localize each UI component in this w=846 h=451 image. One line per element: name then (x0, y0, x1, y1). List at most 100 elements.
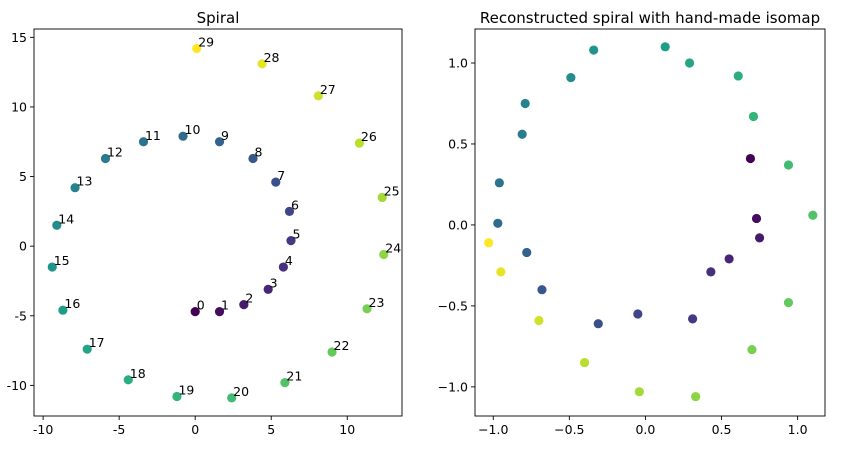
data-point (496, 267, 506, 277)
data-point (783, 298, 794, 308)
point-label: 26 (361, 129, 377, 144)
data-point (178, 131, 188, 141)
data-point (751, 213, 762, 224)
x-tick-label: 5 (267, 422, 275, 437)
point-label: 3 (270, 275, 278, 290)
y-tick-label: 0 (19, 239, 27, 254)
y-tick-label: −1.0 (438, 379, 468, 394)
data-point (327, 347, 337, 357)
data-point (566, 72, 576, 83)
data-point (172, 391, 182, 402)
y-tick-label: 0.0 (448, 217, 468, 232)
point-label: 5 (292, 227, 300, 242)
x-tick-label: −0.5 (554, 422, 584, 437)
point-label: 1 (221, 298, 229, 313)
y-tick-label: −0.5 (438, 298, 468, 313)
data-point (633, 309, 643, 319)
point-label: 4 (285, 253, 293, 268)
data-point (660, 42, 670, 52)
point-label: 8 (254, 144, 262, 159)
data-point (517, 129, 527, 139)
data-point (286, 235, 296, 246)
data-point (257, 59, 267, 69)
point-label: 27 (320, 82, 336, 97)
y-tick-label: 5 (19, 169, 27, 184)
point-label: 23 (369, 295, 385, 310)
data-point (579, 357, 590, 368)
data-point (747, 345, 757, 355)
x-tick-label: 0.0 (635, 422, 655, 437)
data-point (706, 267, 716, 277)
data-point (271, 177, 281, 187)
data-point (537, 285, 547, 295)
data-point (634, 387, 644, 397)
data-point (379, 249, 389, 260)
point-label: 14 (58, 211, 74, 226)
data-point (280, 377, 290, 388)
x-tick-label: -5 (113, 422, 125, 437)
point-label: 15 (54, 253, 70, 268)
plot-title: Reconstructed spiral with hand-made isom… (480, 9, 820, 27)
point-label: 11 (145, 128, 161, 143)
data-point (754, 233, 765, 243)
y-tick-label: -10 (7, 378, 27, 393)
data-point (493, 218, 503, 228)
point-label: 13 (77, 174, 93, 189)
data-point (82, 344, 92, 354)
axes-frame (474, 28, 826, 417)
data-point (688, 314, 698, 324)
data-point (313, 91, 323, 101)
data-point (808, 210, 818, 220)
data-point (748, 111, 759, 122)
point-label: 22 (334, 338, 350, 353)
x-tick-label: -10 (33, 422, 53, 437)
data-point (534, 315, 544, 326)
y-tick-label: 0.5 (448, 136, 468, 151)
data-point (691, 391, 701, 402)
y-tick-label: 10 (11, 99, 27, 114)
axes-frame (33, 28, 403, 417)
data-point (70, 183, 80, 193)
data-point (52, 220, 62, 230)
data-point (239, 300, 249, 310)
point-label: 25 (384, 183, 400, 198)
data-point (377, 192, 387, 203)
data-point (589, 45, 599, 55)
y-tick-label: -5 (15, 308, 27, 323)
point-label: 10 (185, 122, 201, 137)
data-point (138, 137, 149, 147)
point-label: 7 (277, 168, 285, 183)
data-point (192, 43, 202, 54)
data-point (227, 393, 237, 403)
reconstructed-spiral-plot: Reconstructed spiral with hand-made isom… (438, 9, 826, 437)
x-tick-label: 10 (339, 422, 355, 437)
point-label: 21 (286, 369, 302, 384)
data-point (354, 138, 365, 148)
data-point (47, 262, 57, 272)
data-point (190, 306, 200, 317)
x-tick-label: 1.0 (788, 422, 808, 437)
point-label: 16 (64, 296, 80, 311)
data-point (278, 262, 288, 272)
point-label: 2 (245, 291, 253, 306)
data-point (263, 284, 273, 294)
data-point (745, 153, 756, 164)
x-tick-label: −1.0 (478, 422, 508, 437)
data-point (593, 319, 603, 329)
point-label: 6 (291, 197, 299, 212)
point-label: 0 (197, 298, 205, 313)
point-label: 19 (178, 383, 194, 398)
point-label: 12 (107, 144, 123, 159)
data-point (724, 254, 734, 264)
data-point (100, 153, 111, 164)
data-point (520, 98, 530, 109)
plot-title: Spiral (197, 9, 240, 27)
point-label: 17 (89, 335, 105, 350)
data-point (494, 178, 504, 188)
data-point (214, 137, 225, 147)
data-point (248, 153, 258, 164)
point-label: 24 (385, 241, 401, 256)
y-tick-label: 15 (11, 30, 27, 45)
data-point (58, 305, 68, 315)
point-label: 28 (264, 50, 280, 65)
